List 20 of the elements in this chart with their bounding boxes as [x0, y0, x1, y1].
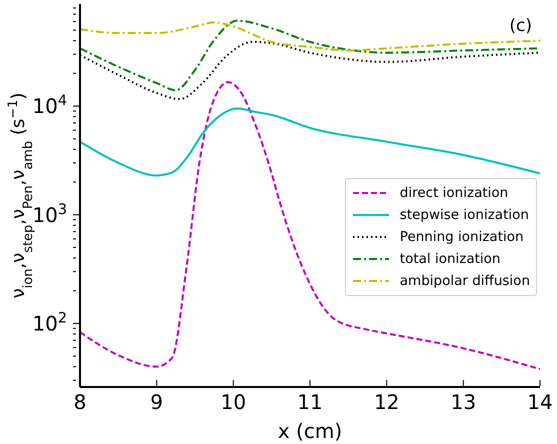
x-tick-label: 10 — [220, 390, 246, 414]
line-series — [80, 20, 540, 92]
legend-label: ambipolar diffusion — [400, 273, 530, 289]
y-tick-label: 10$^{4}$ — [32, 93, 67, 118]
y-tick-label: 10$^{2}$ — [32, 310, 67, 336]
legend-label: total ionization — [400, 251, 500, 267]
x-axis-title: x (cm) — [278, 419, 342, 443]
legend-label: Penning ionization — [400, 229, 524, 245]
line-series — [80, 81, 540, 370]
x-tick-label: 9 — [150, 390, 164, 414]
x-tick-label: 11 — [297, 390, 323, 414]
legend-label: stepwise ionization — [400, 207, 529, 223]
annotation: (c) — [509, 16, 532, 36]
x-tick-label: 14 — [527, 390, 553, 414]
x-tick-label: 12 — [374, 390, 400, 414]
legend-label: direct ionization — [400, 185, 508, 201]
y-tick-label: 10$^{3}$ — [32, 202, 67, 227]
line-series — [80, 108, 540, 176]
x-tick-label: 13 — [450, 390, 476, 414]
x-tick-label: 8 — [74, 390, 86, 414]
